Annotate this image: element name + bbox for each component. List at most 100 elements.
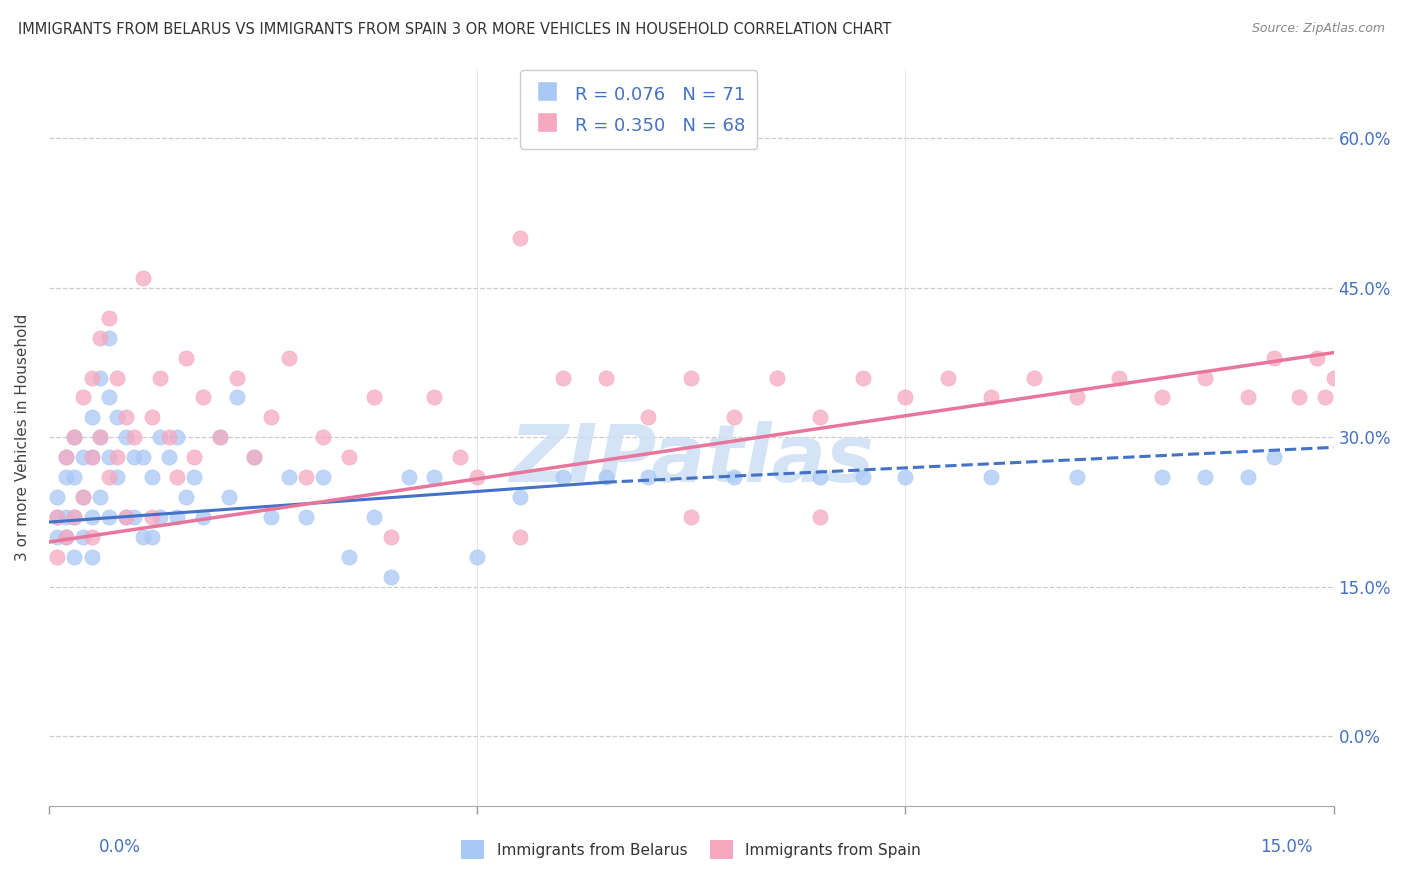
Point	[132, 271, 155, 285]
Point	[63, 470, 86, 484]
Point	[55, 450, 77, 465]
Point	[80, 450, 103, 465]
Point	[1194, 370, 1216, 384]
Point	[226, 391, 249, 405]
Point	[72, 450, 94, 465]
Point	[509, 490, 531, 504]
Point	[808, 410, 831, 425]
Point	[46, 549, 69, 564]
Point	[72, 391, 94, 405]
Point	[1323, 370, 1346, 384]
Point	[191, 510, 214, 524]
Point	[766, 370, 789, 384]
Point	[46, 510, 69, 524]
Point	[72, 530, 94, 544]
Point	[337, 549, 360, 564]
Point	[294, 510, 316, 524]
Point	[80, 450, 103, 465]
Point	[80, 370, 103, 384]
Point	[124, 450, 146, 465]
Point	[89, 370, 111, 384]
Point	[637, 470, 659, 484]
Point	[97, 310, 120, 325]
Point	[509, 231, 531, 245]
Point	[294, 470, 316, 484]
Point	[894, 391, 917, 405]
Y-axis label: 3 or more Vehicles in Household: 3 or more Vehicles in Household	[15, 314, 30, 561]
Point	[132, 450, 155, 465]
Point	[277, 351, 299, 365]
Point	[80, 510, 103, 524]
Legend: R = 0.076   N = 71, R = 0.350   N = 68: R = 0.076 N = 71, R = 0.350 N = 68	[520, 70, 758, 149]
Point	[894, 470, 917, 484]
Point	[723, 470, 745, 484]
Point	[980, 391, 1002, 405]
Point	[63, 549, 86, 564]
Point	[89, 490, 111, 504]
Point	[277, 470, 299, 484]
Point	[808, 470, 831, 484]
Point	[209, 430, 232, 444]
Point	[1066, 470, 1088, 484]
Point	[1237, 470, 1260, 484]
Point	[551, 370, 574, 384]
Point	[1194, 470, 1216, 484]
Point	[89, 430, 111, 444]
Point	[46, 490, 69, 504]
Point	[63, 430, 86, 444]
Text: 15.0%: 15.0%	[1260, 838, 1313, 855]
Point	[595, 370, 617, 384]
Point	[46, 530, 69, 544]
Point	[637, 410, 659, 425]
Point	[1152, 391, 1174, 405]
Point	[80, 410, 103, 425]
Point	[141, 530, 163, 544]
Point	[980, 470, 1002, 484]
Point	[149, 370, 172, 384]
Point	[166, 470, 188, 484]
Point	[1263, 351, 1285, 365]
Point	[218, 490, 240, 504]
Point	[97, 470, 120, 484]
Point	[465, 470, 488, 484]
Point	[105, 370, 128, 384]
Point	[681, 370, 703, 384]
Point	[55, 450, 77, 465]
Point	[191, 391, 214, 405]
Point	[363, 510, 385, 524]
Point	[149, 430, 172, 444]
Point	[243, 450, 266, 465]
Point	[681, 510, 703, 524]
Point	[89, 331, 111, 345]
Point	[1313, 391, 1336, 405]
Point	[851, 470, 873, 484]
Point	[157, 450, 180, 465]
Point	[723, 410, 745, 425]
Point	[1237, 391, 1260, 405]
Point	[115, 510, 138, 524]
Point	[55, 530, 77, 544]
Point	[63, 510, 86, 524]
Point	[115, 510, 138, 524]
Point	[72, 490, 94, 504]
Point	[97, 331, 120, 345]
Text: 0.0%: 0.0%	[98, 838, 141, 855]
Point	[1108, 370, 1130, 384]
Point	[157, 430, 180, 444]
Point	[509, 530, 531, 544]
Point	[97, 450, 120, 465]
Point	[243, 450, 266, 465]
Point	[1288, 391, 1310, 405]
Point	[55, 470, 77, 484]
Point	[174, 490, 197, 504]
Point	[72, 490, 94, 504]
Point	[449, 450, 471, 465]
Point	[363, 391, 385, 405]
Point	[132, 530, 155, 544]
Point	[851, 370, 873, 384]
Point	[260, 510, 283, 524]
Point	[46, 510, 69, 524]
Point	[55, 530, 77, 544]
Point	[149, 510, 172, 524]
Point	[1305, 351, 1327, 365]
